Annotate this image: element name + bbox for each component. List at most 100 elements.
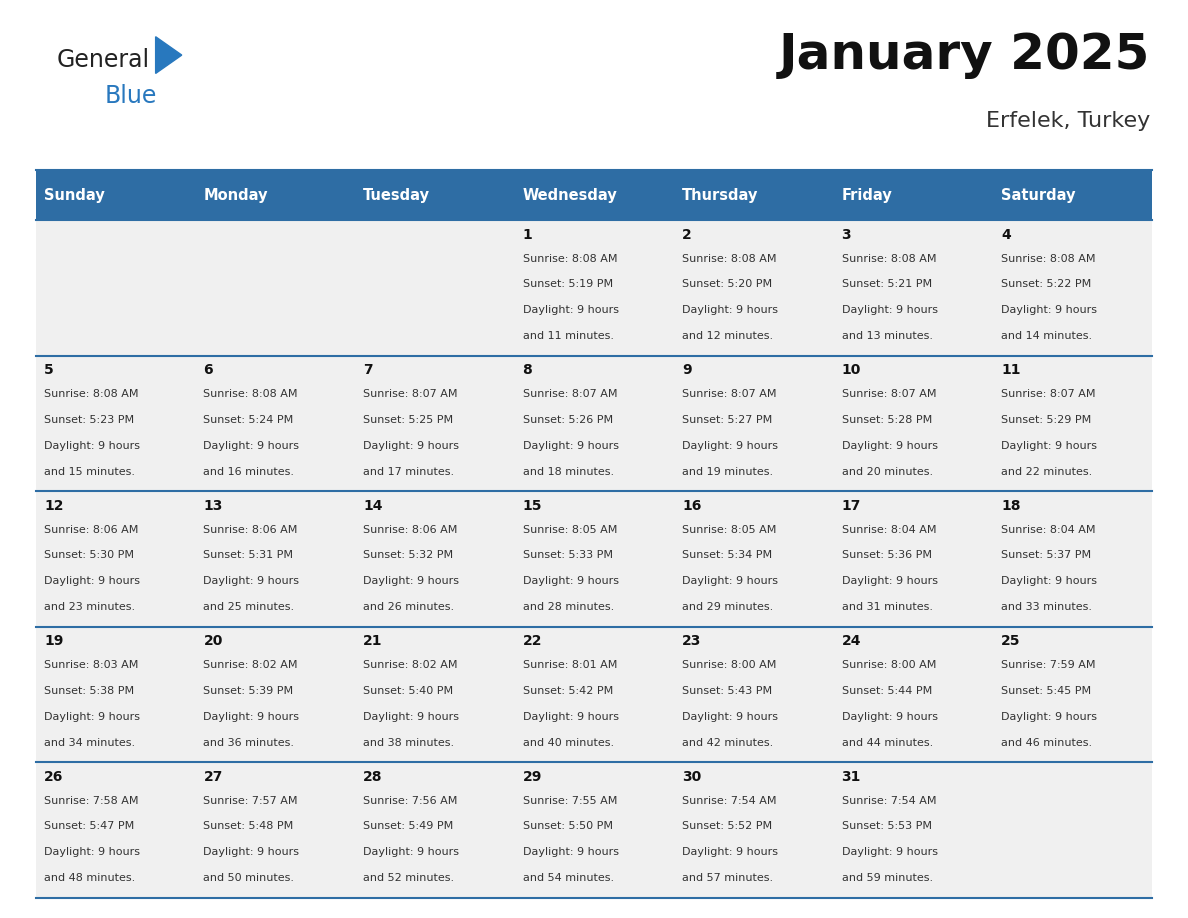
Bar bbox=[355, 762, 514, 898]
Text: Sunset: 5:47 PM: Sunset: 5:47 PM bbox=[44, 822, 134, 832]
Text: Sunrise: 8:08 AM: Sunrise: 8:08 AM bbox=[682, 253, 777, 263]
Text: and 40 minutes.: and 40 minutes. bbox=[523, 738, 614, 747]
Text: 7: 7 bbox=[364, 364, 373, 377]
Text: and 13 minutes.: and 13 minutes. bbox=[841, 331, 933, 341]
Text: Daylight: 9 hours: Daylight: 9 hours bbox=[841, 847, 937, 857]
Text: Daylight: 9 hours: Daylight: 9 hours bbox=[203, 441, 299, 451]
Text: Daylight: 9 hours: Daylight: 9 hours bbox=[523, 711, 619, 722]
Text: 21: 21 bbox=[364, 634, 383, 648]
Text: Daylight: 9 hours: Daylight: 9 hours bbox=[1001, 577, 1098, 587]
Text: Sunrise: 7:54 AM: Sunrise: 7:54 AM bbox=[841, 796, 936, 805]
Text: Daylight: 9 hours: Daylight: 9 hours bbox=[841, 441, 937, 451]
Bar bbox=[833, 491, 993, 627]
Text: Daylight: 9 hours: Daylight: 9 hours bbox=[203, 577, 299, 587]
Text: Sunrise: 7:57 AM: Sunrise: 7:57 AM bbox=[203, 796, 298, 805]
Text: and 48 minutes.: and 48 minutes. bbox=[44, 873, 135, 883]
Bar bbox=[36, 491, 195, 627]
Text: Sunset: 5:49 PM: Sunset: 5:49 PM bbox=[364, 822, 454, 832]
Text: Sunset: 5:26 PM: Sunset: 5:26 PM bbox=[523, 415, 613, 425]
Text: and 57 minutes.: and 57 minutes. bbox=[682, 873, 773, 883]
Text: Daylight: 9 hours: Daylight: 9 hours bbox=[1001, 306, 1098, 315]
Text: 15: 15 bbox=[523, 498, 542, 512]
Text: and 50 minutes.: and 50 minutes. bbox=[203, 873, 295, 883]
Text: Sunrise: 8:07 AM: Sunrise: 8:07 AM bbox=[682, 389, 777, 399]
Text: Sunset: 5:32 PM: Sunset: 5:32 PM bbox=[364, 551, 453, 560]
Text: and 44 minutes.: and 44 minutes. bbox=[841, 738, 933, 747]
Text: Thursday: Thursday bbox=[682, 187, 758, 203]
Text: and 12 minutes.: and 12 minutes. bbox=[682, 331, 773, 341]
Text: Sunset: 5:53 PM: Sunset: 5:53 PM bbox=[841, 822, 931, 832]
Text: and 31 minutes.: and 31 minutes. bbox=[841, 602, 933, 612]
Text: 20: 20 bbox=[203, 634, 223, 648]
Text: Daylight: 9 hours: Daylight: 9 hours bbox=[44, 847, 140, 857]
Text: and 16 minutes.: and 16 minutes. bbox=[203, 466, 295, 476]
Text: Saturday: Saturday bbox=[1001, 187, 1075, 203]
Text: 12: 12 bbox=[44, 498, 63, 512]
Text: Sunset: 5:50 PM: Sunset: 5:50 PM bbox=[523, 822, 613, 832]
Bar bbox=[514, 356, 674, 491]
Text: Sunset: 5:36 PM: Sunset: 5:36 PM bbox=[841, 551, 931, 560]
Text: 11: 11 bbox=[1001, 364, 1020, 377]
Text: and 22 minutes.: and 22 minutes. bbox=[1001, 466, 1093, 476]
Text: Sunrise: 8:07 AM: Sunrise: 8:07 AM bbox=[1001, 389, 1095, 399]
Bar bbox=[674, 356, 833, 491]
Text: and 33 minutes.: and 33 minutes. bbox=[1001, 602, 1092, 612]
Text: Sunrise: 8:06 AM: Sunrise: 8:06 AM bbox=[203, 524, 298, 534]
Text: 25: 25 bbox=[1001, 634, 1020, 648]
Text: Sunrise: 8:05 AM: Sunrise: 8:05 AM bbox=[523, 524, 617, 534]
Text: and 18 minutes.: and 18 minutes. bbox=[523, 466, 614, 476]
Text: Sunset: 5:30 PM: Sunset: 5:30 PM bbox=[44, 551, 134, 560]
Text: 9: 9 bbox=[682, 364, 691, 377]
Text: Daylight: 9 hours: Daylight: 9 hours bbox=[364, 577, 459, 587]
Bar bbox=[993, 220, 1152, 356]
Text: Sunrise: 8:07 AM: Sunrise: 8:07 AM bbox=[523, 389, 617, 399]
Text: Sunset: 5:25 PM: Sunset: 5:25 PM bbox=[364, 415, 453, 425]
Bar bbox=[833, 170, 993, 220]
Text: Sunset: 5:48 PM: Sunset: 5:48 PM bbox=[203, 822, 293, 832]
Text: 8: 8 bbox=[523, 364, 532, 377]
Text: 22: 22 bbox=[523, 634, 542, 648]
Text: Sunset: 5:20 PM: Sunset: 5:20 PM bbox=[682, 279, 772, 289]
Text: and 26 minutes.: and 26 minutes. bbox=[364, 602, 454, 612]
Text: Sunrise: 7:58 AM: Sunrise: 7:58 AM bbox=[44, 796, 139, 805]
Text: 3: 3 bbox=[841, 228, 852, 241]
Text: Daylight: 9 hours: Daylight: 9 hours bbox=[682, 847, 778, 857]
Bar bbox=[993, 170, 1152, 220]
Bar bbox=[674, 220, 833, 356]
Bar bbox=[355, 491, 514, 627]
Text: and 38 minutes.: and 38 minutes. bbox=[364, 738, 454, 747]
Bar bbox=[195, 491, 355, 627]
Text: Sunrise: 8:08 AM: Sunrise: 8:08 AM bbox=[203, 389, 298, 399]
Bar bbox=[833, 220, 993, 356]
Text: Sunset: 5:29 PM: Sunset: 5:29 PM bbox=[1001, 415, 1092, 425]
Text: Monday: Monday bbox=[203, 187, 268, 203]
Text: 28: 28 bbox=[364, 769, 383, 784]
Text: and 11 minutes.: and 11 minutes. bbox=[523, 331, 613, 341]
Bar bbox=[195, 220, 355, 356]
Text: Sunrise: 8:06 AM: Sunrise: 8:06 AM bbox=[364, 524, 457, 534]
Text: Sunset: 5:28 PM: Sunset: 5:28 PM bbox=[841, 415, 931, 425]
Text: 27: 27 bbox=[203, 769, 223, 784]
Text: and 20 minutes.: and 20 minutes. bbox=[841, 466, 933, 476]
Bar bbox=[195, 762, 355, 898]
Text: and 15 minutes.: and 15 minutes. bbox=[44, 466, 135, 476]
Text: Daylight: 9 hours: Daylight: 9 hours bbox=[841, 577, 937, 587]
Text: Sunrise: 8:00 AM: Sunrise: 8:00 AM bbox=[841, 660, 936, 670]
Text: Sunset: 5:42 PM: Sunset: 5:42 PM bbox=[523, 686, 613, 696]
Bar bbox=[36, 220, 195, 356]
Bar bbox=[36, 762, 195, 898]
Text: and 23 minutes.: and 23 minutes. bbox=[44, 602, 135, 612]
Bar bbox=[36, 627, 195, 762]
Bar bbox=[674, 627, 833, 762]
Text: and 52 minutes.: and 52 minutes. bbox=[364, 873, 454, 883]
Bar bbox=[514, 627, 674, 762]
Text: Daylight: 9 hours: Daylight: 9 hours bbox=[203, 711, 299, 722]
Text: Daylight: 9 hours: Daylight: 9 hours bbox=[682, 306, 778, 315]
Text: Sunset: 5:40 PM: Sunset: 5:40 PM bbox=[364, 686, 453, 696]
Bar bbox=[993, 491, 1152, 627]
Bar bbox=[355, 627, 514, 762]
Text: January 2025: January 2025 bbox=[778, 31, 1150, 79]
Bar bbox=[674, 762, 833, 898]
Text: Daylight: 9 hours: Daylight: 9 hours bbox=[44, 577, 140, 587]
Text: Tuesday: Tuesday bbox=[364, 187, 430, 203]
